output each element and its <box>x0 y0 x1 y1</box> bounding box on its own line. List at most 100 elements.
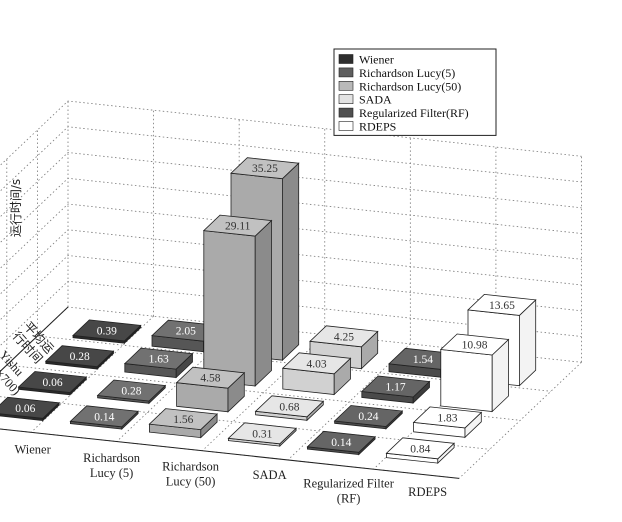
bar-3-3 <box>227 422 298 448</box>
legend-entry: Richardson Lucy(50) <box>359 79 461 93</box>
legend-swatch <box>338 54 354 64</box>
bar-2-1 <box>96 379 167 405</box>
bar-face-top <box>69 405 140 428</box>
gridline-z <box>0 280 582 347</box>
bar-1-4 <box>360 375 431 404</box>
bar-face-top <box>72 319 142 342</box>
gridline-floor <box>30 315 154 433</box>
x-tick-label-line: Wiener <box>14 443 51 457</box>
data-label: 0.06 <box>15 403 35 415</box>
x-tick-label-line: Richardson <box>83 451 141 465</box>
data-label: 13.65 <box>489 300 515 312</box>
bar-2-5 <box>412 406 483 439</box>
bar-face-front <box>440 349 493 412</box>
bar-face-top <box>44 345 115 368</box>
bar-face-top <box>309 325 379 348</box>
data-label: 0.24 <box>358 411 378 423</box>
bar-3-1 <box>69 405 140 431</box>
data-label: 1.83 <box>437 412 457 424</box>
bar-1-2 <box>202 214 273 387</box>
data-label: 0.28 <box>121 386 141 398</box>
bar-0-0 <box>72 319 142 345</box>
x-tick-label-line: Richardson <box>162 460 220 474</box>
bar-face-top <box>0 396 61 419</box>
bar-face-top <box>385 437 456 460</box>
bar-3-0 <box>0 396 61 422</box>
bar-1-1 <box>123 347 194 379</box>
bar-face-side <box>254 219 272 387</box>
x-tick-label: RDEPS <box>408 485 447 499</box>
x-tick-label-line: Lucy (50) <box>166 475 216 489</box>
x-tick-label: Regularized Filter (RF) <box>303 477 394 506</box>
x-tick-label: Wiener <box>14 443 51 457</box>
legend-entry: SADA <box>359 93 392 107</box>
x-tick-label-line: Lucy (5) <box>90 466 133 480</box>
data-label: 4.58 <box>200 373 220 385</box>
data-label: 29.11 <box>225 221 251 233</box>
bar-2-2 <box>175 366 246 413</box>
bar-3-4 <box>306 430 377 456</box>
data-label: 0.31 <box>252 428 272 440</box>
data-label: 0.84 <box>410 443 430 455</box>
data-label: 0.39 <box>97 325 117 337</box>
z-axis-label: 运行时间/s <box>9 179 23 237</box>
data-label: 0.68 <box>279 401 299 413</box>
bar-2-0 <box>17 371 88 396</box>
gridline-z <box>0 100 582 167</box>
legend-box <box>333 48 497 136</box>
x-tick-label: Richardson Lucy (50) <box>162 460 220 489</box>
bar-face-top <box>439 333 510 356</box>
data-label: 4.03 <box>307 358 327 370</box>
bar-face-top <box>412 406 483 429</box>
data-label: 1.17 <box>386 382 406 394</box>
legend-entry: Richardson Lucy(5) <box>359 66 455 80</box>
x-tick-label: SADA <box>253 468 287 482</box>
bar-3-5 <box>385 437 456 465</box>
bar-1-5 <box>439 333 510 413</box>
x-tick-label-line: SADA <box>253 468 287 482</box>
legend-entry: Regularized Filter(RF) <box>359 106 469 120</box>
gridline-z <box>0 203 582 270</box>
bar-2-3 <box>254 395 325 422</box>
bar-1-0 <box>44 345 115 370</box>
x-tick-label-line: RDEPS <box>408 485 447 499</box>
x-tick-label-line: Regularized Filter <box>303 477 394 491</box>
bar-2-4 <box>333 405 404 430</box>
legend-entry: RDEPS <box>359 120 396 134</box>
bar-1-3 <box>281 352 352 396</box>
data-label: 0.06 <box>42 377 62 389</box>
bar-face-side <box>281 162 300 362</box>
bar-face-top <box>202 214 273 237</box>
data-label: 2.05 <box>176 326 196 338</box>
data-label: 1.54 <box>413 354 433 366</box>
legend-swatch <box>338 81 354 91</box>
floor-front-edges <box>0 306 460 479</box>
bar-face-top <box>17 371 88 393</box>
bar-face-top <box>227 422 298 445</box>
data-label: 1.63 <box>149 354 169 366</box>
bar-face-top <box>254 395 325 418</box>
x-tick-label-line: (RF) <box>337 492 361 506</box>
data-label: 0.28 <box>70 351 90 363</box>
data-label: 10.98 <box>462 340 488 352</box>
legend-swatch <box>338 67 354 78</box>
data-label: 0.14 <box>94 411 114 423</box>
bar-face-top <box>96 379 167 402</box>
bar-face-top <box>123 347 194 370</box>
gridline-z <box>0 255 582 321</box>
bar-face-top <box>333 405 404 427</box>
legend-swatch <box>338 121 354 131</box>
bar-face-top <box>306 430 377 453</box>
bar-face-top <box>175 366 246 389</box>
legend-swatch <box>338 107 354 118</box>
bar-face-top <box>360 375 431 398</box>
legend-swatch <box>338 94 354 104</box>
bars-layer <box>0 157 537 465</box>
bar-face-top <box>467 293 537 316</box>
bar-face-top <box>281 352 352 375</box>
data-label: 1.56 <box>173 414 193 426</box>
legend-entry: Wiener <box>359 53 394 67</box>
